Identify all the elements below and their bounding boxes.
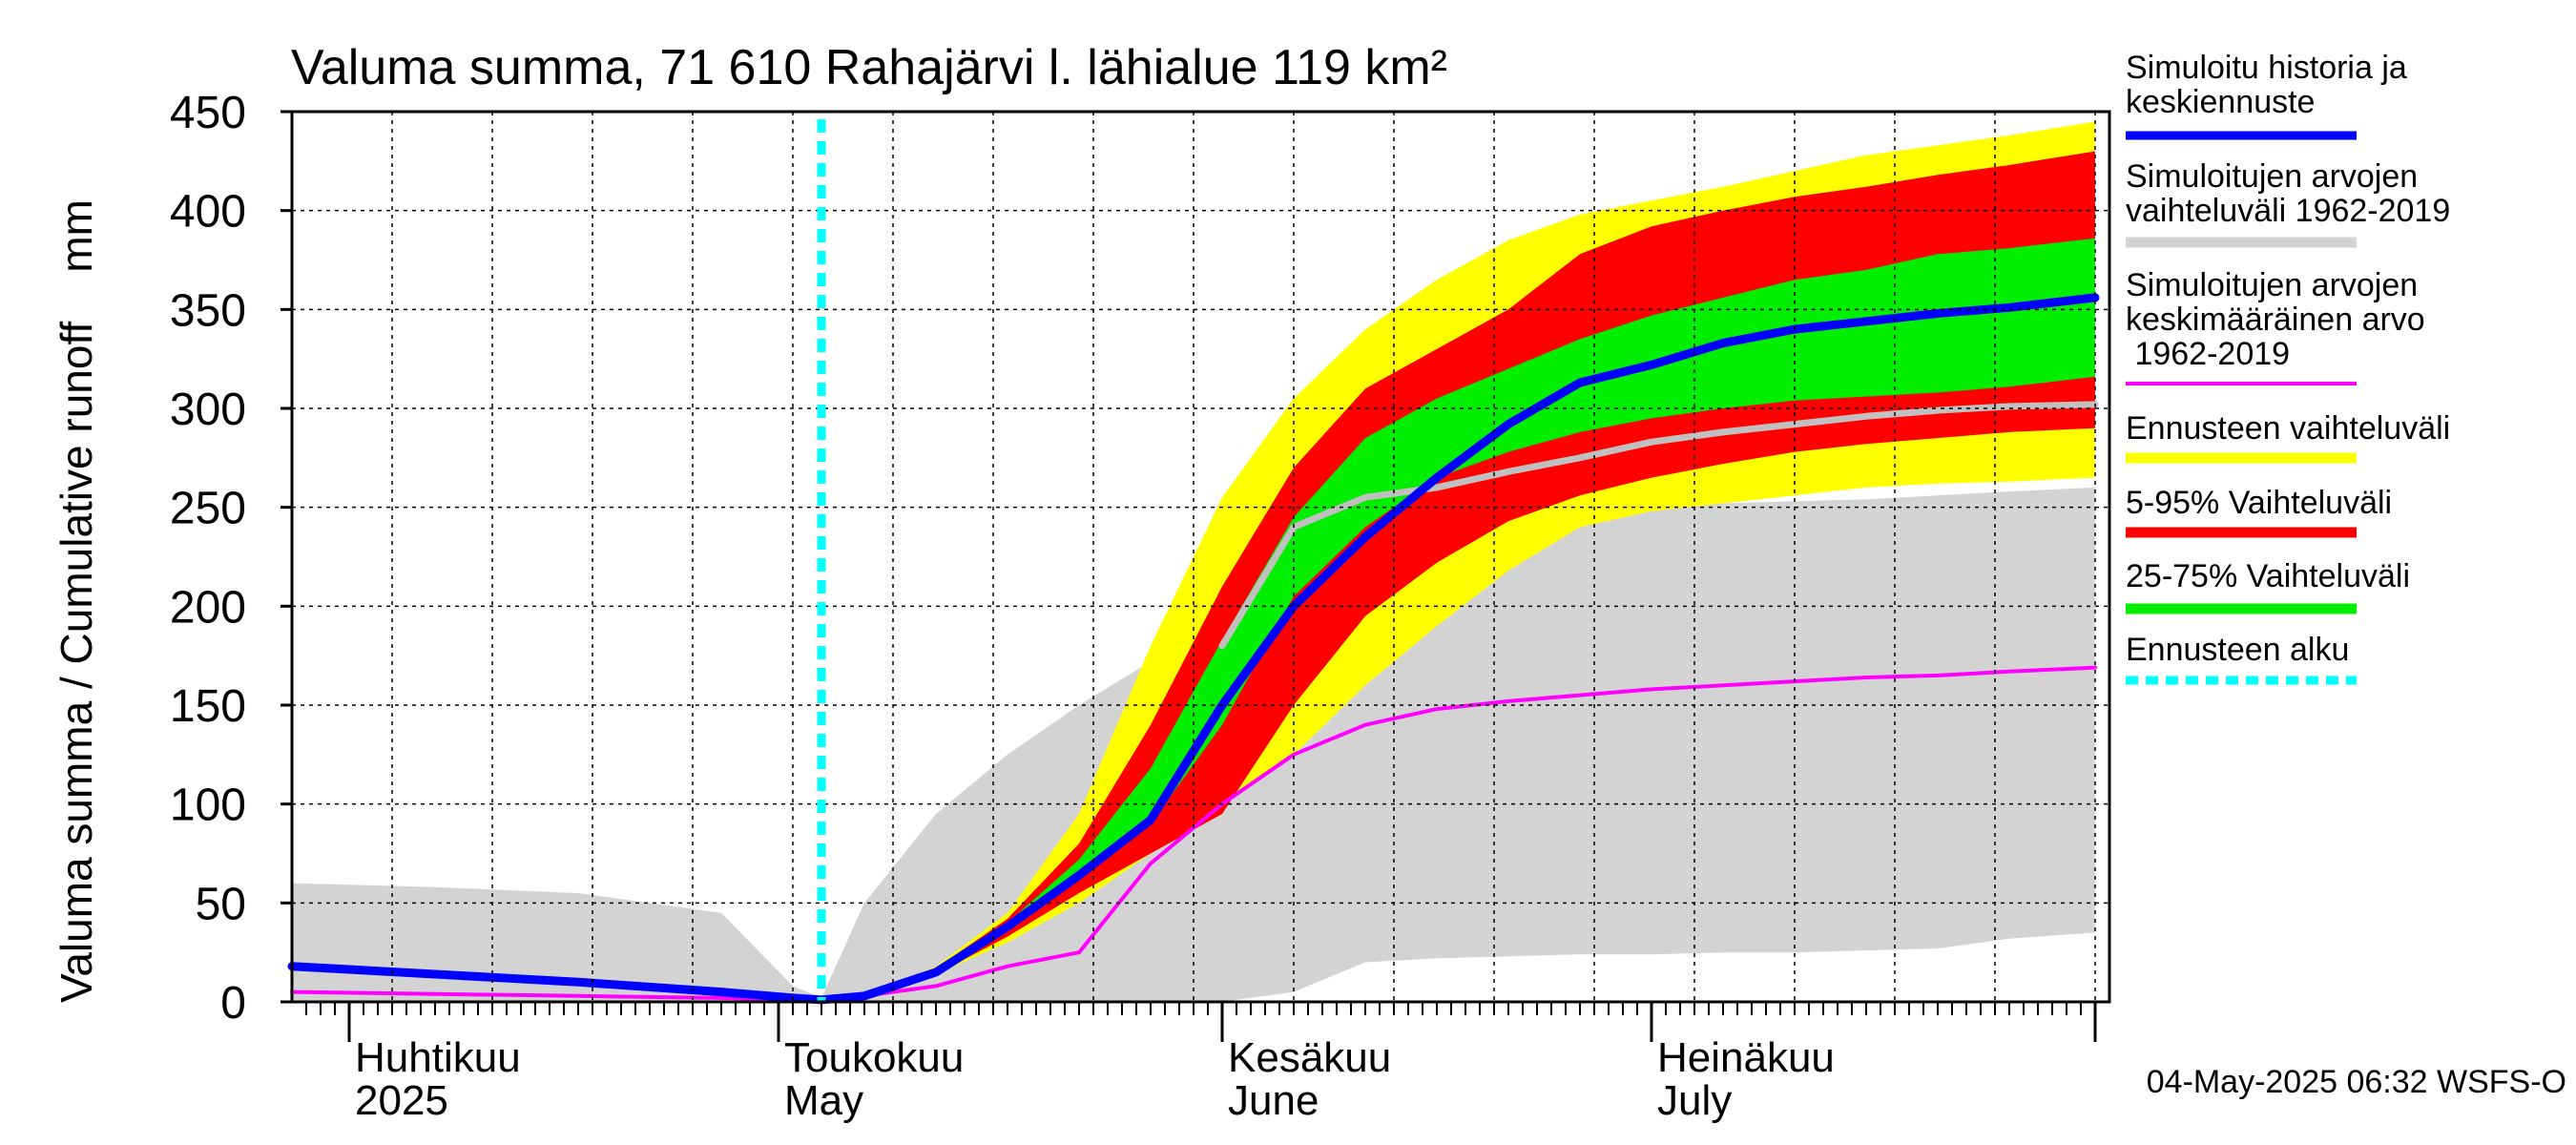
legend-label: Simuloitu historia ja keskiennuste xyxy=(2126,50,2407,120)
y-tick-label: 450 xyxy=(170,88,246,138)
legend-label-line: Simuloitujen arvojen xyxy=(2126,158,2418,195)
legend-label: Simuloitujen arvojen keskimääräinen arvo … xyxy=(2126,267,2425,372)
month-label-fi: Toukokuu xyxy=(784,1034,964,1081)
y-tick-label: 0 xyxy=(220,978,246,1029)
series-band-3 xyxy=(793,238,2095,1002)
y-tick-label: 350 xyxy=(170,285,246,336)
month-label-en: May xyxy=(784,1077,863,1124)
month-label-fi: Kesäkuu xyxy=(1228,1034,1391,1081)
legend-label-line: keskimääräinen arvo xyxy=(2126,302,2425,338)
y-tick-label: 150 xyxy=(170,681,246,732)
month-label-fi: Heinäkuu xyxy=(1657,1034,1835,1081)
legend-label-line: 1962-2019 xyxy=(2126,336,2290,372)
legend-label: 5-95% Vaihteluväli xyxy=(2126,485,2392,521)
month-label-en: 2025 xyxy=(355,1077,448,1124)
plot-series xyxy=(287,121,2100,1005)
month-label-en: June xyxy=(1228,1077,1319,1124)
legend-label-line: vaihteluväli 1962-2019 xyxy=(2126,193,2450,229)
y-tick-label: 50 xyxy=(196,879,246,929)
y-tick-label: 100 xyxy=(170,781,246,831)
legend-label-line: Ennusteen alku xyxy=(2126,632,2349,668)
plot-frame xyxy=(290,110,2111,1004)
legend: Simuloitu historia ja keskiennusteSimuloi… xyxy=(2126,50,2450,685)
legend-label: Ennusteen alku xyxy=(2126,632,2349,668)
chart-title: Valuma summa, 71 610 Rahajärvi l. lähial… xyxy=(291,40,1447,95)
series-line-6 xyxy=(287,293,2100,1005)
legend-label-line: Ennusteen vaihteluväli xyxy=(2126,410,2450,447)
legend-label-line: Simuloitujen arvojen xyxy=(2126,267,2418,303)
legend-label-line: 5-95% Vaihteluväli xyxy=(2126,485,2392,521)
legend-label-line: 25-75% Vaihteluväli xyxy=(2126,558,2410,594)
y-tick-label: 400 xyxy=(170,187,246,238)
legend-label: Simuloitujen arvojen vaihteluväli 1962-20… xyxy=(2126,158,2450,229)
legend-label: 25-75% Vaihteluväli xyxy=(2126,558,2410,594)
month-label-fi: Huhtikuu xyxy=(355,1034,521,1081)
grid-lines xyxy=(292,112,2109,1002)
legend-label-line: keskiennuste xyxy=(2126,84,2315,120)
series-line-4 xyxy=(1218,401,2099,650)
y-tick-label: 200 xyxy=(170,582,246,633)
month-label-en: July xyxy=(1657,1077,1732,1124)
y-tick-label: 250 xyxy=(170,484,246,534)
y-axis-ticks: 0 50 100 150 200 250 300 350 400 450 xyxy=(170,88,292,1029)
y-axis-label: Valuma summa / Cumulative runoff mm xyxy=(52,199,101,1003)
y-tick-label: 300 xyxy=(170,385,246,435)
legend-label-line: Simuloitu historia ja xyxy=(2126,50,2407,86)
legend-label: Ennusteen vaihteluväli xyxy=(2126,410,2450,447)
chart-footer: 04-May-2025 06:32 WSFS-O xyxy=(2147,1064,2566,1100)
